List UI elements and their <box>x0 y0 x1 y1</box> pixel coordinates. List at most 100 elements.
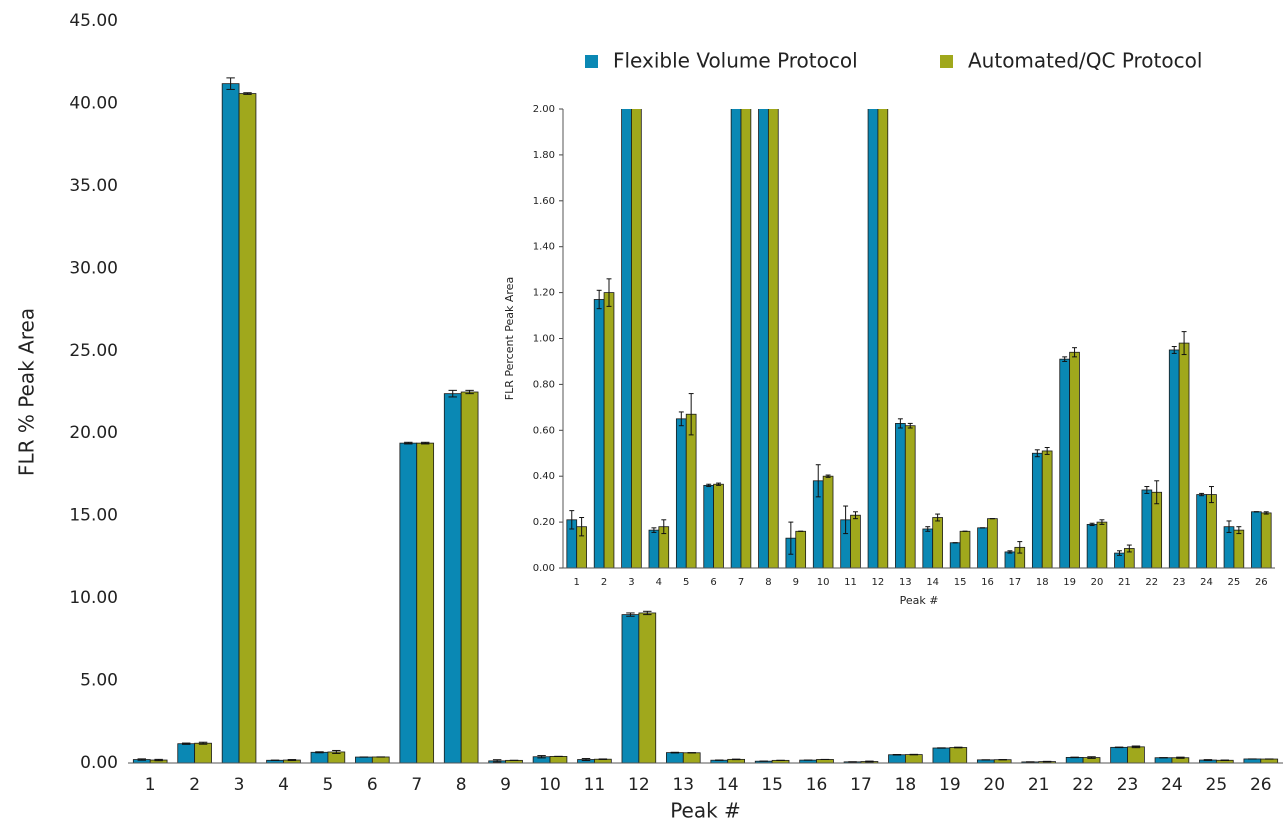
bar <box>987 518 998 568</box>
bar <box>1196 494 1207 568</box>
error-bar <box>1126 544 1132 553</box>
x-tick-label: 8 <box>765 577 771 588</box>
x-tick-label: 13 <box>672 775 694 795</box>
y-tick-label: 20.00 <box>69 423 118 443</box>
error-bar <box>581 758 591 762</box>
x-tick-label: 13 <box>899 577 912 588</box>
y-tick-label: 0.40 <box>533 471 555 482</box>
y-tick-label: 0.60 <box>533 425 555 436</box>
x-tick-label: 3 <box>628 577 634 588</box>
x-tick-label: 20 <box>983 775 1005 795</box>
bar <box>713 483 724 568</box>
error-bar <box>788 521 794 555</box>
error-bar <box>420 441 430 445</box>
bar <box>888 754 906 764</box>
bar <box>685 413 697 568</box>
error-bar <box>332 749 341 754</box>
bar <box>904 425 916 568</box>
y-tick-label: 30.00 <box>69 258 118 278</box>
legend-item: Automated/QC Protocol <box>940 49 1202 73</box>
x-tick-label: 7 <box>738 577 744 588</box>
bar <box>460 391 479 764</box>
error-bar <box>651 527 657 533</box>
bar <box>621 109 632 568</box>
error-bar <box>1072 347 1078 358</box>
error-bar <box>154 758 163 762</box>
x-tick-label: 11 <box>584 775 606 795</box>
y-tick-label: 40.00 <box>69 93 118 113</box>
y-tick-label: 1.60 <box>533 196 555 207</box>
bar <box>399 442 418 764</box>
error-bar <box>1199 492 1205 497</box>
error-bar <box>1062 356 1068 362</box>
x-axis-title: Peak # <box>670 799 741 822</box>
error-bar <box>678 411 684 427</box>
x-tick-label: 15 <box>761 775 783 795</box>
error-bar <box>688 393 694 436</box>
bar <box>959 530 971 568</box>
x-tick-label: 10 <box>817 577 830 588</box>
x-tick-label: 4 <box>278 775 289 795</box>
bar <box>1041 450 1053 568</box>
y-tick-label: 0.00 <box>80 753 118 773</box>
x-tick-label: 26 <box>1255 577 1268 588</box>
error-bar <box>1089 522 1095 527</box>
error-bar <box>825 474 831 478</box>
error-bar <box>853 511 858 520</box>
bar <box>310 751 329 764</box>
bar <box>666 752 684 764</box>
x-tick-label: 22 <box>1145 577 1158 588</box>
bar <box>603 292 615 568</box>
error-bar <box>865 760 874 763</box>
bar <box>549 756 568 764</box>
x-tick-label: 20 <box>1091 577 1104 588</box>
x-tick-label: 15 <box>954 577 967 588</box>
x-tick-label: 3 <box>234 775 245 795</box>
x-tick-label: 12 <box>628 775 650 795</box>
bar <box>850 514 861 568</box>
x-tick-label: 21 <box>1118 577 1131 588</box>
bar <box>1154 757 1173 764</box>
bar <box>877 109 889 568</box>
error-bar <box>1017 541 1023 554</box>
x-tick-label: 10 <box>539 775 561 795</box>
bar <box>977 527 988 568</box>
bar <box>758 109 769 568</box>
error-bar <box>1044 447 1050 455</box>
bar <box>1059 358 1071 568</box>
bar <box>922 528 934 568</box>
error-bar <box>1181 331 1187 356</box>
error-bar <box>843 505 849 535</box>
error-bar <box>907 422 913 429</box>
x-tick-label: 8 <box>456 775 467 795</box>
error-bar <box>1099 519 1105 525</box>
y-tick-label: 0.00 <box>533 563 555 574</box>
error-bar <box>1176 756 1185 759</box>
bar <box>703 484 715 568</box>
error-bar <box>1144 486 1150 494</box>
y-tick-label: 0.20 <box>533 517 555 528</box>
error-bar <box>1171 346 1177 354</box>
x-tick-label: 17 <box>850 775 872 795</box>
error-bar <box>626 612 635 617</box>
bar <box>1251 511 1262 568</box>
x-tick-label: 21 <box>1028 775 1050 795</box>
y-tick-label: 0.80 <box>533 379 555 390</box>
y-tick-label: 5.00 <box>80 671 118 691</box>
error-bar <box>181 742 191 745</box>
bar <box>1168 349 1180 568</box>
error-bar <box>815 464 821 498</box>
y-tick-label: 45.00 <box>69 11 118 31</box>
bar <box>416 442 435 764</box>
x-tick-label: 9 <box>500 775 511 795</box>
bar <box>949 542 961 568</box>
bar <box>221 83 240 764</box>
bar <box>1127 746 1145 764</box>
legend-label: Automated/QC Protocol <box>968 49 1202 73</box>
error-bar <box>404 441 413 445</box>
bar <box>740 109 752 568</box>
x-tick-label: 25 <box>1228 577 1241 588</box>
bar <box>1031 452 1043 568</box>
bar <box>905 754 923 764</box>
bar <box>675 418 687 568</box>
